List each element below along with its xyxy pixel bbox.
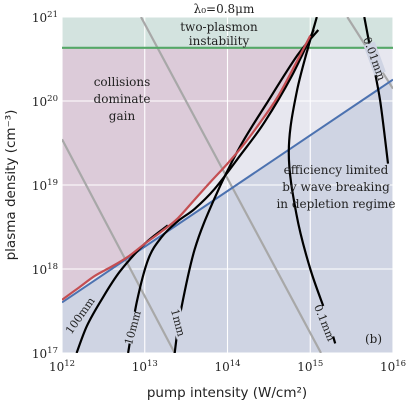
contour-label-bg: [168, 305, 189, 340]
gray-line-1: [62, 138, 176, 353]
annotation-collisions-line-3: gain: [109, 109, 136, 123]
x-axis-label: pump intensity (W/cm²): [147, 385, 307, 401]
x-tick-label: 1016: [380, 359, 406, 374]
x-tick-label: 1013: [132, 359, 158, 374]
y-tick-label: 1018: [32, 262, 58, 277]
contour-10mm: [127, 29, 315, 353]
x-tick-label: 1014: [214, 359, 240, 374]
annotation-collisions-line-1: collisions: [94, 75, 151, 89]
annotation-two-plasmon-line-2: instability: [189, 34, 250, 48]
annotation-wavelength-line-1: λ₀=0.8μm: [194, 2, 255, 16]
annotation-efficiency-line-2: by wave breaking: [282, 180, 390, 194]
contour-label-bg: [363, 41, 386, 76]
x-tick-label: 1012: [49, 359, 75, 374]
collision-boundary-line: [62, 35, 312, 301]
contour-label-bg: [313, 305, 337, 340]
annotation-efficiency-line-1: efficiency limited: [284, 163, 389, 177]
annotation-two-plasmon-line-1: two-plasmon: [180, 20, 258, 34]
annotation-efficiency-line-3: in depletion regime: [276, 197, 395, 211]
y-tick-label: 1020: [32, 94, 58, 109]
contour-1mm: [173, 29, 320, 353]
collisions-region: [62, 47, 312, 300]
y-tick-label: 1017: [32, 346, 58, 361]
contour-label-bg: [65, 298, 95, 332]
wave-breaking-line: [62, 78, 393, 304]
y-axis-label: plasma density (cm⁻³): [3, 110, 19, 261]
panel-label: (b): [365, 332, 382, 346]
x-tick-label: 1015: [297, 359, 323, 374]
gray-line-2: [140, 17, 322, 353]
y-tick-label: 1021: [32, 10, 58, 25]
contour-label-bg: [122, 310, 143, 345]
annotation-collisions-line-2: dominate: [94, 92, 151, 106]
contour-0.01mm: [363, 17, 390, 164]
y-tick-label: 1019: [32, 178, 58, 193]
